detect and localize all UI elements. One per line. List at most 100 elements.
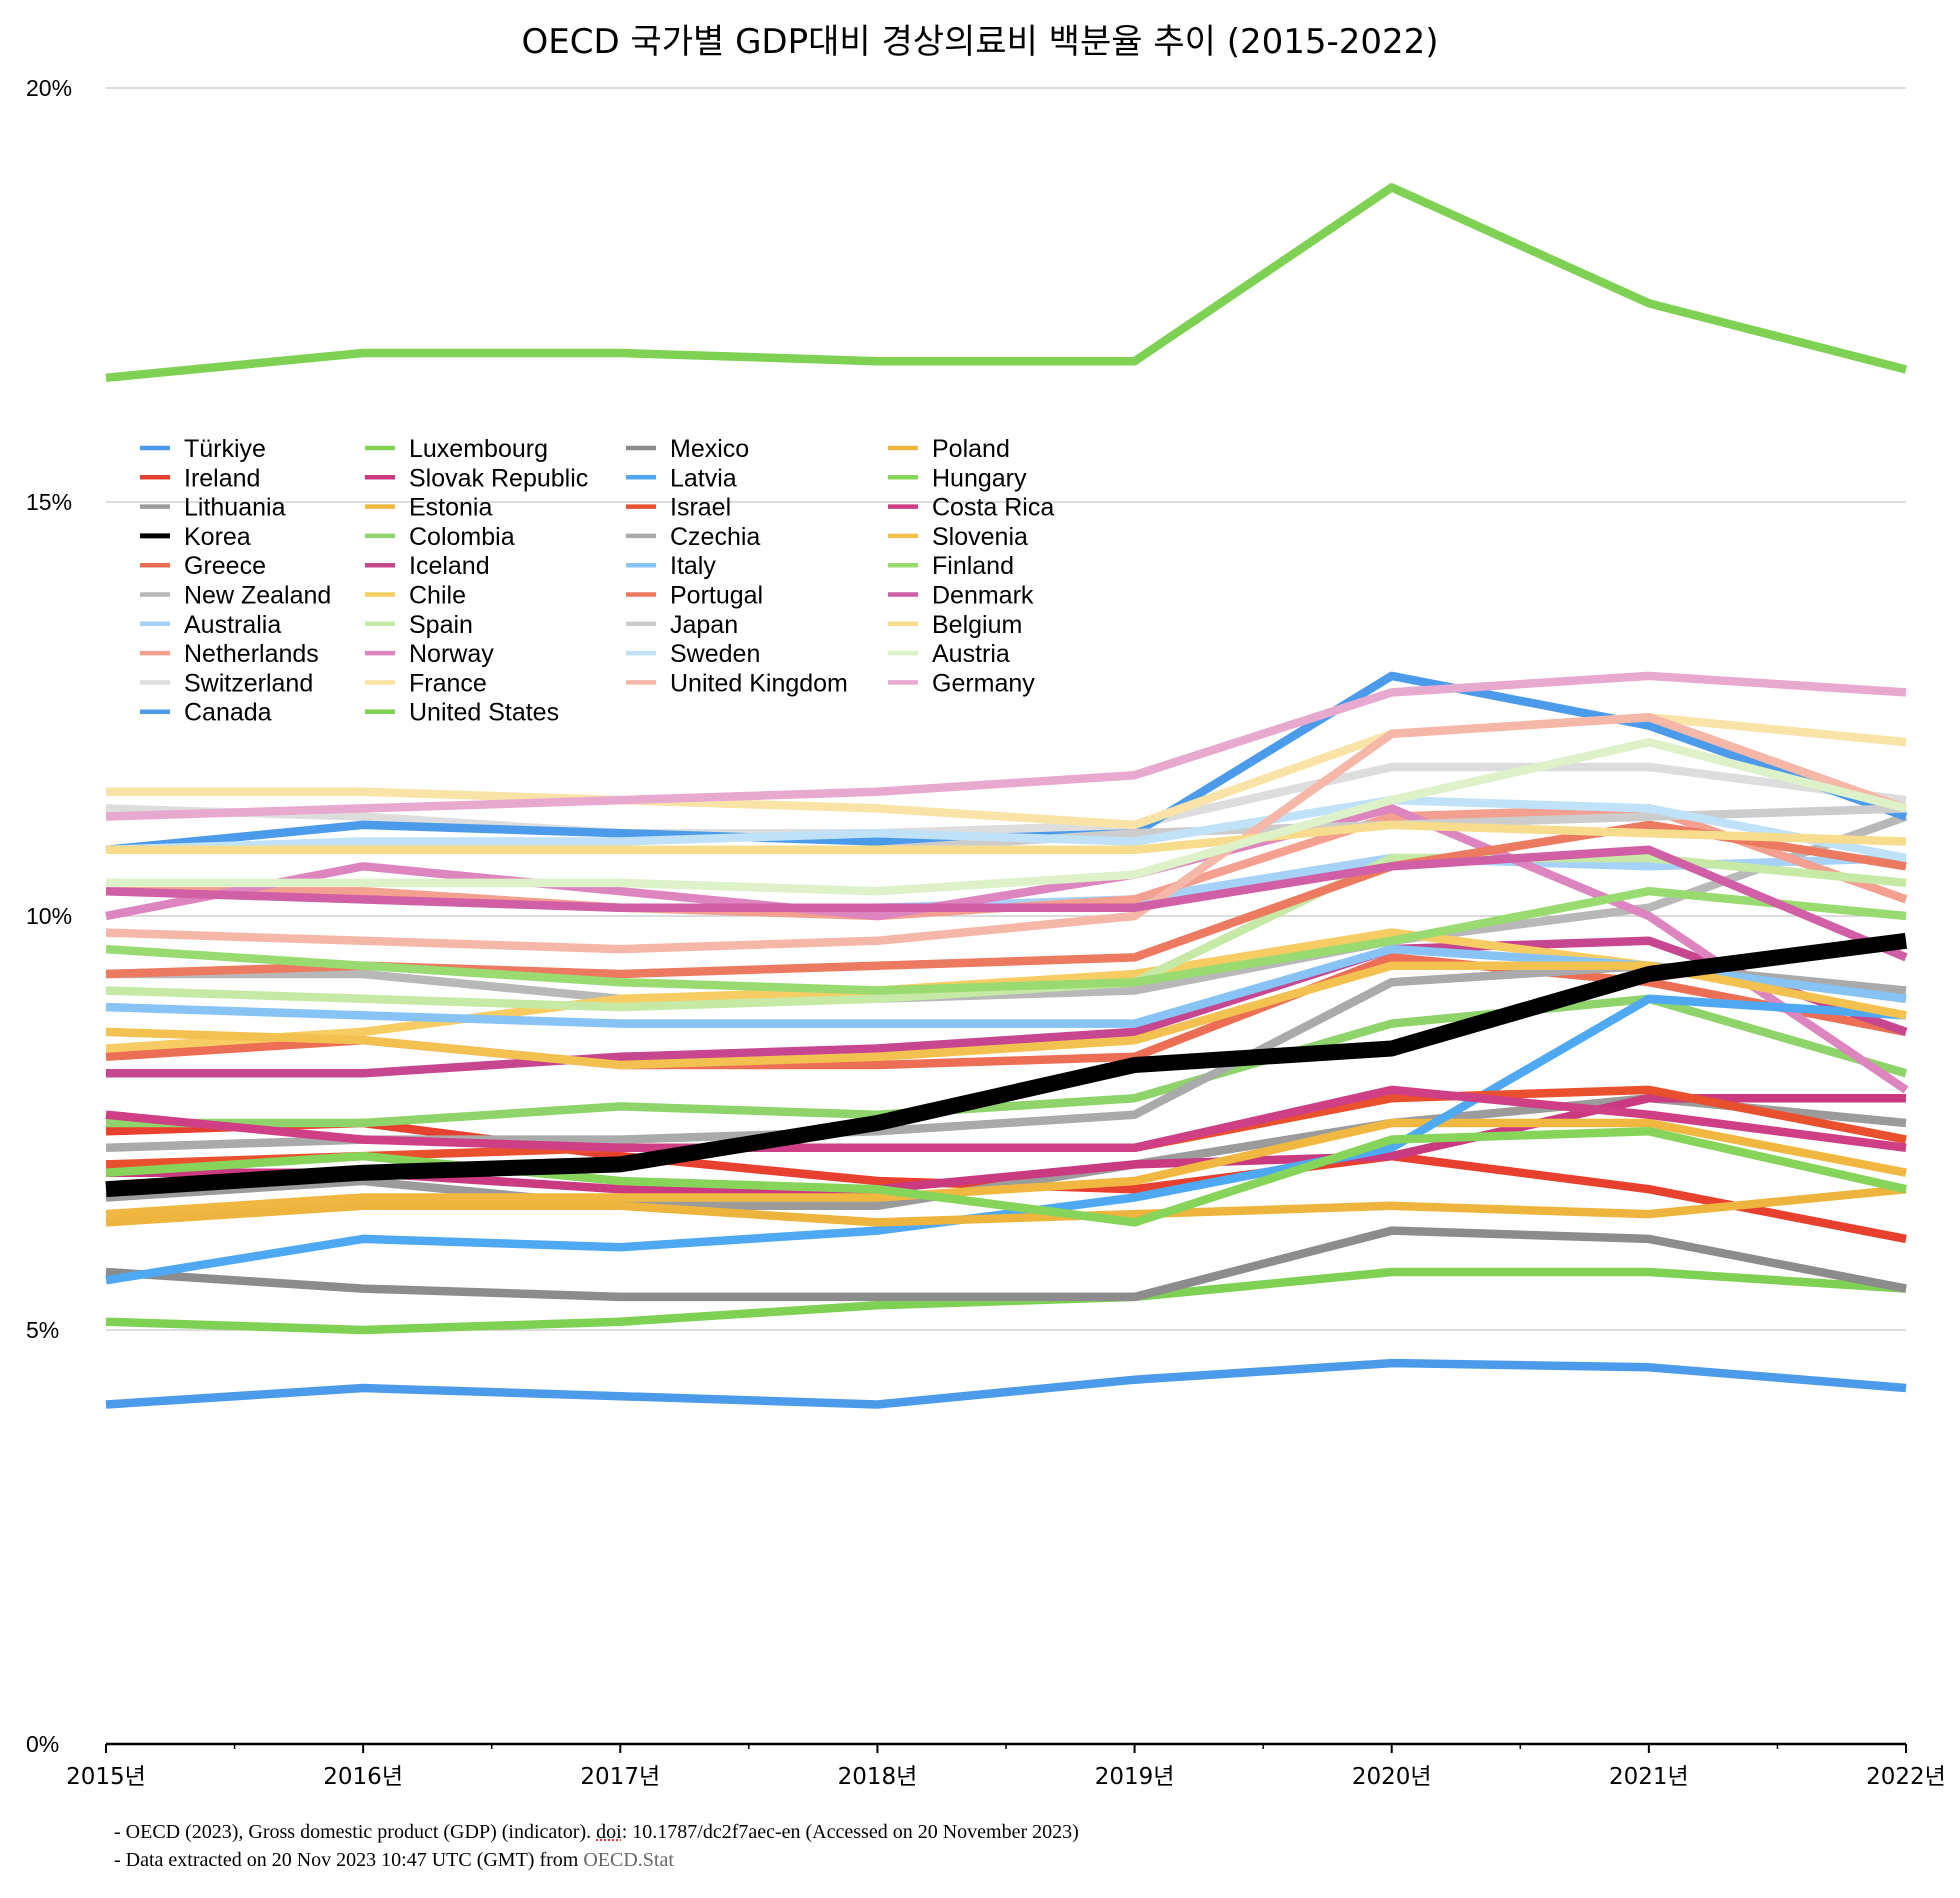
y-tick-label: 15% (26, 489, 72, 515)
source-notes: - OECD (2023), Gross domestic product (G… (114, 1818, 1079, 1874)
legend-item: Belgium (888, 611, 1022, 639)
x-tick-label: 2021년 (1609, 1764, 1689, 1790)
x-tick-label: 2015년 (66, 1764, 146, 1790)
legend-label: Türkiye (184, 435, 266, 463)
legend-label: Iceland (409, 552, 490, 580)
legend-item: Japan (626, 611, 738, 639)
legend-item: Australia (140, 611, 281, 639)
legend-label: Hungary (932, 464, 1027, 492)
legend-item: France (365, 669, 487, 697)
legend-label: United Kingdom (670, 669, 848, 697)
legend-item: Hungary (888, 464, 1027, 492)
series-line-poland (105, 1184, 1907, 1227)
legend-label: Belgium (932, 611, 1022, 639)
legend-item: New Zealand (140, 582, 331, 610)
legend-label: Australia (184, 611, 281, 639)
series-line-colombia (106, 994, 1908, 1128)
series-line-belgium (106, 820, 1907, 855)
legend-label: Portugal (670, 582, 763, 610)
series-line-hungary (105, 1127, 1907, 1227)
y-tick-label: 10% (26, 903, 72, 929)
series-line-united-states (105, 183, 1908, 383)
legend-label: France (409, 669, 487, 697)
doi-text: doi (596, 1821, 622, 1843)
legend-item: Netherlands (140, 640, 319, 668)
legend-label: Costa Rica (932, 494, 1054, 522)
legend-item: United Kingdom (626, 669, 848, 697)
legend-label: Italy (670, 552, 716, 580)
legend-item: Poland (888, 435, 1010, 463)
legend-item: Portugal (626, 582, 763, 610)
legend-label: Denmark (932, 582, 1034, 610)
y-axis: 0% 5% 10% 15% 20% (26, 75, 72, 1757)
legend-item: Norway (365, 640, 494, 668)
legend-item: Slovenia (888, 523, 1028, 551)
legend-item: Germany (888, 669, 1035, 697)
series-line-slovenia (105, 961, 1907, 1070)
legend-label: Norway (409, 640, 494, 668)
legend-item: Ireland (140, 464, 260, 492)
series-line-mexico (105, 1226, 1907, 1302)
legend-item: Sweden (626, 640, 760, 668)
note-2-text: - Data extracted on 20 Nov 2023 10:47 UT… (114, 1849, 584, 1871)
legend-item: Costa Rica (888, 494, 1054, 522)
legend-label: Korea (184, 523, 251, 551)
legend-label: Mexico (670, 435, 749, 463)
note-1-text: - OECD (2023), Gross domestic product (G… (114, 1821, 597, 1843)
series-line-germany (105, 671, 1907, 821)
legend-item: Estonia (365, 494, 492, 522)
y-tick-label: 5% (26, 1317, 59, 1343)
legend-item: Spain (365, 611, 473, 639)
x-tick-label: 2019년 (1095, 1764, 1175, 1790)
legend-label: Germany (932, 669, 1035, 697)
y-tick-label: 0% (26, 1731, 59, 1757)
series-line-korea (105, 932, 1908, 1198)
legend-label: Japan (670, 611, 738, 639)
legend-label: Slovak Republic (409, 464, 588, 492)
series-line-estonia (105, 1118, 1907, 1219)
legend-item: Denmark (888, 582, 1034, 610)
series-line-switzerland (105, 762, 1907, 838)
legend-item: Iceland (365, 552, 490, 580)
x-tick-label: 2017년 (580, 1764, 660, 1790)
series-line-iceland (106, 936, 1908, 1078)
legend-label: Finland (932, 552, 1014, 580)
legend-label: Colombia (409, 523, 515, 551)
source-note-2: - Data extracted on 20 Nov 2023 10:47 UT… (114, 1846, 1079, 1874)
legend-item: Italy (626, 552, 716, 580)
note-1-rest: : 10.1787/dc2f7aec-en (Accessed on 20 No… (621, 1821, 1079, 1843)
legend-item: Canada (140, 699, 272, 727)
legend-item: Slovak Republic (365, 464, 588, 492)
legend-label: United States (409, 699, 559, 727)
series-lines (105, 183, 1909, 1409)
legend-item: Israel (626, 494, 731, 522)
legend-item: Colombia (365, 523, 515, 551)
legend-label: Netherlands (184, 640, 319, 668)
legend-item: Czechia (626, 523, 760, 551)
series-line-sweden (105, 795, 1907, 863)
legend-label: Latvia (670, 464, 737, 492)
legend-label: New Zealand (184, 582, 331, 610)
legend-label: Poland (932, 435, 1010, 463)
legend-label: Lithuania (184, 494, 286, 522)
legend-item: Chile (365, 582, 466, 610)
legend-item: Switzerland (140, 669, 313, 697)
legend-label: Slovenia (932, 523, 1028, 551)
legend-label: Czechia (670, 523, 760, 551)
legend-label: Luxembourg (409, 435, 548, 463)
legend-item: Austria (888, 640, 1010, 668)
oecd-stat-link[interactable]: OECD.Stat (583, 1849, 674, 1871)
legend-item: Luxembourg (365, 435, 548, 463)
series-line-austria (106, 737, 1908, 896)
y-tick-label: 20% (26, 75, 72, 101)
legend-label: Switzerland (184, 669, 313, 697)
legend-item: Türkiye (140, 435, 266, 463)
series-line-denmark (105, 845, 1908, 962)
legend-label: Spain (409, 611, 473, 639)
source-note-1: - OECD (2023), Gross domestic product (G… (114, 1818, 1079, 1846)
legend-item: Greece (140, 552, 266, 580)
x-tick-label: 2016년 (323, 1764, 403, 1790)
legend-item: Latvia (626, 464, 737, 492)
